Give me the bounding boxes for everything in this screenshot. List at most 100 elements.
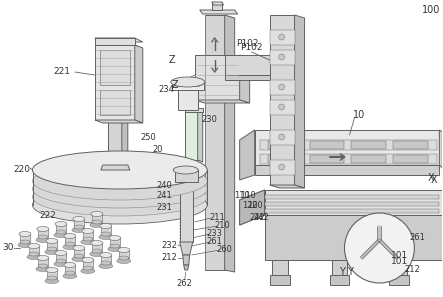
Polygon shape	[200, 10, 237, 14]
Ellipse shape	[117, 258, 131, 263]
Polygon shape	[83, 260, 93, 268]
Polygon shape	[47, 241, 57, 249]
Polygon shape	[260, 140, 437, 150]
Polygon shape	[65, 236, 75, 244]
Ellipse shape	[72, 228, 86, 233]
Ellipse shape	[63, 274, 77, 279]
Polygon shape	[260, 154, 437, 164]
Ellipse shape	[36, 266, 50, 271]
Polygon shape	[83, 231, 93, 239]
Polygon shape	[38, 258, 48, 266]
Polygon shape	[310, 155, 345, 163]
Polygon shape	[180, 182, 193, 242]
Polygon shape	[439, 130, 443, 168]
Polygon shape	[240, 190, 264, 225]
Text: 120: 120	[242, 201, 257, 211]
Ellipse shape	[101, 232, 111, 236]
Polygon shape	[205, 15, 225, 270]
Ellipse shape	[101, 261, 111, 265]
Ellipse shape	[92, 220, 102, 224]
Polygon shape	[270, 80, 295, 95]
Ellipse shape	[108, 247, 122, 252]
Ellipse shape	[100, 224, 112, 228]
Polygon shape	[284, 55, 295, 78]
Ellipse shape	[72, 257, 86, 261]
Ellipse shape	[171, 77, 205, 87]
Text: 212: 212	[162, 254, 178, 263]
Ellipse shape	[81, 239, 95, 244]
Ellipse shape	[29, 252, 39, 256]
Ellipse shape	[74, 225, 84, 229]
Ellipse shape	[64, 263, 76, 268]
Ellipse shape	[109, 236, 121, 241]
Polygon shape	[270, 160, 295, 175]
Polygon shape	[100, 50, 130, 85]
Polygon shape	[101, 165, 130, 170]
Polygon shape	[268, 155, 303, 163]
Text: 222: 222	[39, 211, 56, 219]
Text: 261: 261	[409, 233, 425, 242]
Ellipse shape	[55, 250, 67, 255]
Ellipse shape	[32, 186, 207, 224]
Text: 242: 242	[254, 214, 269, 222]
Text: Z: Z	[171, 80, 178, 90]
Ellipse shape	[19, 231, 31, 236]
Polygon shape	[272, 260, 288, 275]
Polygon shape	[172, 82, 204, 90]
Ellipse shape	[65, 242, 75, 246]
Circle shape	[279, 104, 284, 110]
Ellipse shape	[74, 254, 84, 258]
Ellipse shape	[83, 266, 93, 270]
Polygon shape	[185, 110, 198, 160]
Text: 10: 10	[354, 110, 365, 120]
Text: 232: 232	[162, 241, 178, 249]
Ellipse shape	[65, 271, 75, 275]
Polygon shape	[295, 15, 304, 188]
Polygon shape	[212, 2, 224, 5]
Ellipse shape	[46, 268, 58, 273]
Polygon shape	[95, 38, 135, 45]
Polygon shape	[175, 170, 198, 182]
Polygon shape	[393, 155, 428, 163]
Text: Y: Y	[338, 267, 344, 277]
Polygon shape	[20, 234, 30, 242]
Circle shape	[279, 54, 284, 60]
Polygon shape	[38, 229, 48, 237]
Polygon shape	[101, 226, 111, 234]
Ellipse shape	[81, 268, 95, 274]
Polygon shape	[240, 190, 264, 225]
Polygon shape	[310, 141, 345, 149]
Polygon shape	[212, 2, 222, 10]
Polygon shape	[110, 238, 120, 246]
Ellipse shape	[27, 255, 41, 260]
Polygon shape	[225, 15, 235, 272]
Polygon shape	[74, 248, 84, 256]
Ellipse shape	[47, 247, 57, 251]
Ellipse shape	[90, 252, 104, 257]
Ellipse shape	[28, 244, 40, 249]
Polygon shape	[135, 45, 143, 123]
Polygon shape	[185, 108, 203, 112]
Polygon shape	[268, 141, 303, 149]
Ellipse shape	[92, 249, 102, 253]
Circle shape	[345, 213, 414, 283]
Polygon shape	[180, 242, 193, 255]
Polygon shape	[101, 255, 111, 263]
Polygon shape	[255, 165, 439, 175]
Polygon shape	[74, 219, 84, 227]
Polygon shape	[330, 275, 350, 285]
Ellipse shape	[45, 279, 59, 284]
Ellipse shape	[90, 222, 104, 228]
Circle shape	[279, 164, 284, 170]
Polygon shape	[264, 190, 443, 215]
Ellipse shape	[56, 230, 66, 234]
Polygon shape	[195, 100, 249, 103]
Circle shape	[279, 134, 284, 140]
Polygon shape	[100, 90, 130, 115]
Text: 233: 233	[207, 230, 223, 238]
Ellipse shape	[32, 170, 207, 208]
Polygon shape	[56, 224, 66, 232]
Ellipse shape	[18, 242, 32, 247]
Polygon shape	[270, 50, 295, 65]
Polygon shape	[270, 15, 295, 185]
